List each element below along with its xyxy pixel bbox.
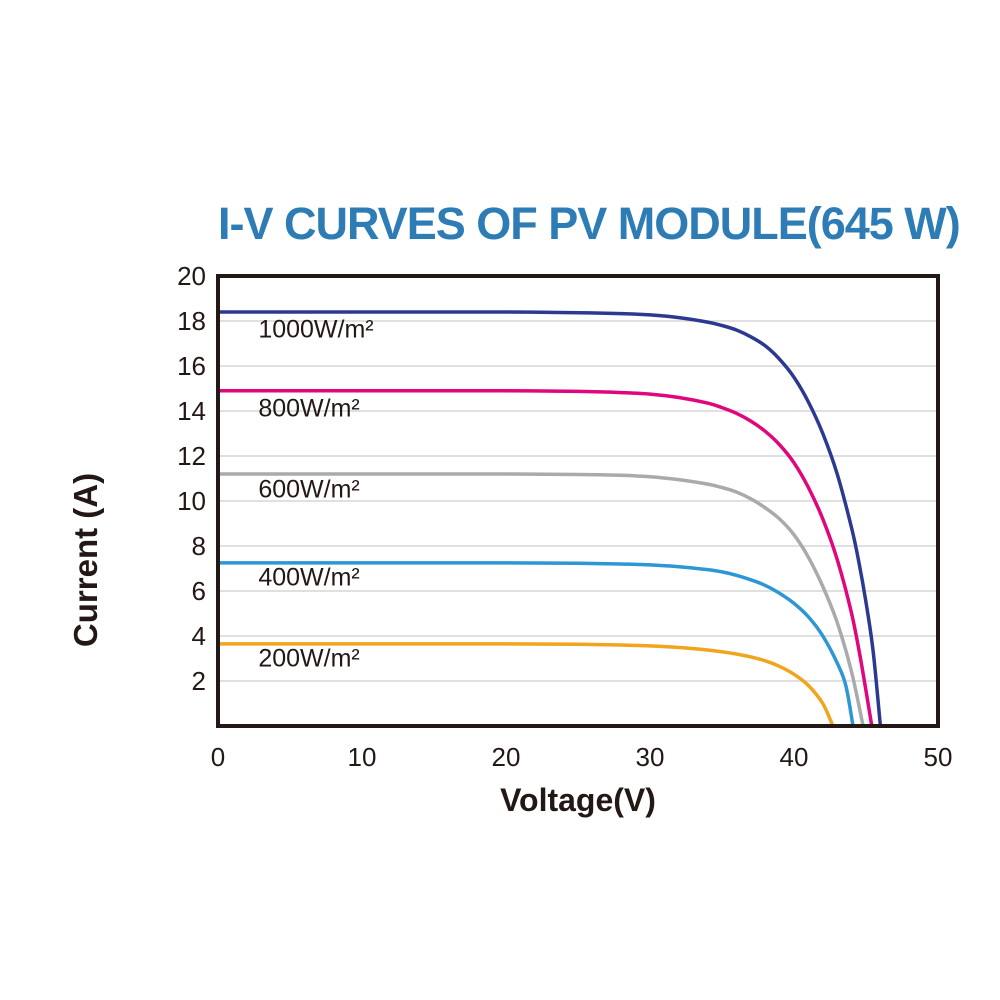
plot-frame	[216, 274, 940, 728]
series-label-600W-m-: 600W/m²	[258, 475, 360, 504]
y-tick-label-4: 4	[191, 621, 206, 651]
iv-curve-200W-m-	[218, 642, 835, 726]
iv-curve-600W-m-	[218, 472, 865, 726]
y-axis-label: Current (A)	[67, 472, 104, 648]
y-tick-label-16: 16	[177, 351, 206, 381]
y-tick-label-18: 18	[177, 306, 206, 336]
chart-title: I-V CURVES OF PV MODULE(645 W)	[218, 198, 961, 249]
series-label-400W-m-: 400W/m²	[258, 563, 360, 591]
series-label-1000W-m-: 1000W/m²	[258, 315, 374, 344]
y-tick-label-8: 8	[191, 531, 206, 561]
x-tick-label-10: 10	[347, 742, 377, 772]
iv-curve-400W-m-	[218, 561, 855, 726]
series-label-200W-m-: 200W/m²	[258, 644, 360, 672]
x-tick-label-50: 50	[923, 742, 953, 772]
y-tick-label-20: 20	[177, 261, 206, 291]
y-tick-label-12: 12	[177, 441, 206, 471]
x-tick-label-40: 40	[779, 742, 809, 772]
y-tick-label-6: 6	[191, 576, 206, 606]
x-tick-label-30: 30	[635, 742, 665, 772]
y-tick-label-14: 14	[177, 396, 206, 426]
series-label-800W-m-: 800W/m²	[258, 394, 360, 423]
x-axis-label: Voltage(V)	[500, 782, 656, 818]
x-tick-label-20: 20	[491, 742, 521, 772]
x-tick-label-0: 0	[210, 742, 226, 772]
iv-curve-1000W-m-	[218, 310, 883, 726]
y-tick-label-2: 2	[191, 666, 206, 696]
y-tick-label-10: 10	[177, 486, 206, 516]
iv-curve-800W-m-	[218, 388, 874, 726]
